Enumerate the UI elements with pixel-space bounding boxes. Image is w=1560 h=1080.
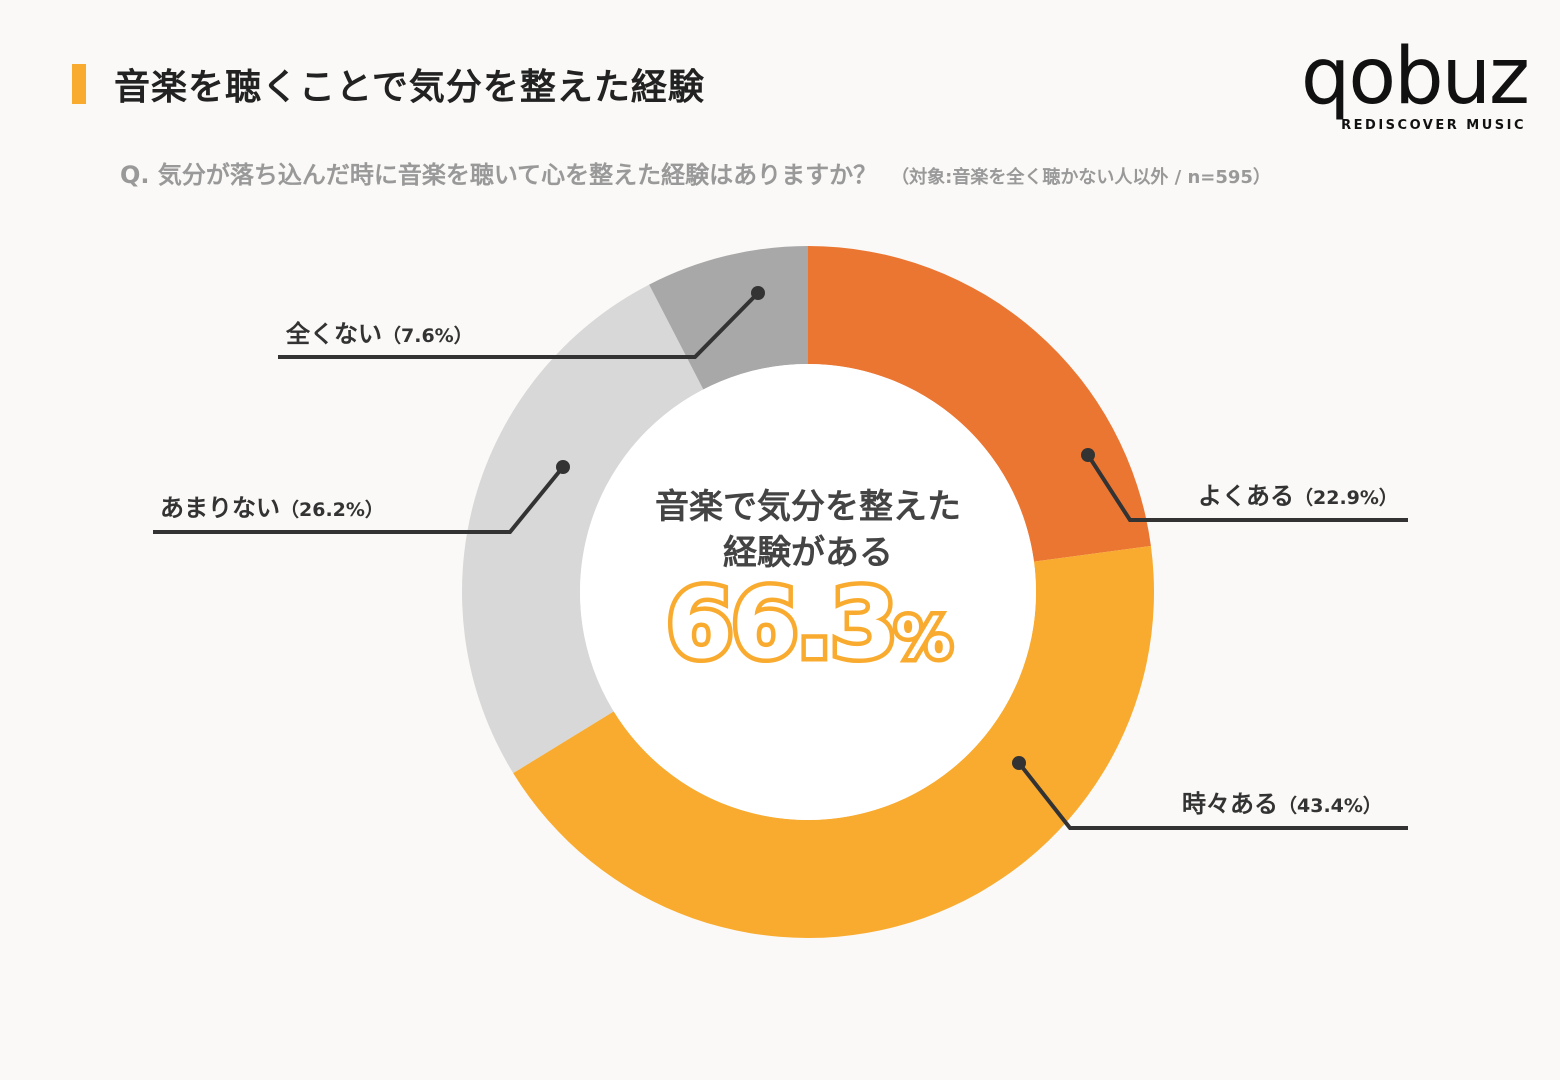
value-label: （26.2%） [280, 499, 384, 521]
center-number: 66.3 [662, 568, 902, 680]
label-amari-nai: あまりない（26.2%） [160, 488, 384, 523]
leader-dot-mattaku-nai [751, 286, 765, 300]
donut-slice-yoku-aru [808, 246, 1151, 562]
question-text: Q. 気分が落ち込んだ時に音楽を聴いて心を整えた経験はありますか？ （対象:音楽を… [120, 155, 1271, 190]
label-mattaku-nai: 全くない（7.6%） [286, 314, 473, 349]
center-value: 66.3% [608, 572, 1008, 677]
category-label: 時々ある [1182, 790, 1278, 818]
center-unit: % [891, 606, 956, 671]
logo-wordmark: qobuz [1300, 32, 1530, 122]
leader-dot-tokidoki-aru [1012, 756, 1026, 770]
center-line2: 経験がある [723, 533, 893, 573]
qobuz-logo: qobuz REDISCOVER MUSIC [1284, 38, 1530, 136]
category-label: 全くない [286, 320, 382, 348]
target-note: （対象:音楽を全く聴かない人以外 / n=595） [891, 167, 1271, 188]
question-label: Q. 気分が落ち込んだ時に音楽を聴いて心を整えた経験はありますか？ [120, 161, 878, 189]
label-tokidoki-aru: 時々ある（43.4%） [1182, 784, 1382, 819]
page-title: 音楽を聴くことで気分を整えた経験 [114, 67, 705, 108]
title-accent-bar [72, 64, 86, 104]
leader-dot-yoku-aru [1081, 448, 1095, 462]
donut-slice-amari-nai [461, 284, 704, 774]
value-label: （22.9%） [1294, 487, 1398, 509]
center-line1: 音楽で気分を整えた [655, 487, 961, 527]
leader-line-tokidoki-aru [1017, 761, 1408, 830]
value-label: （7.6%） [382, 325, 473, 347]
donut-slice-tokidoki-aru [513, 545, 1154, 938]
leader-dot-amari-nai [556, 460, 570, 474]
donut-slice-mattaku-nai [649, 246, 808, 390]
leader-line-yoku-aru [1086, 453, 1408, 522]
logo-tagline: REDISCOVER MUSIC [1341, 118, 1526, 133]
value-label: （43.4%） [1278, 795, 1382, 817]
center-caption: 音楽で気分を整えた 経験がある [608, 484, 1008, 576]
category-label: あまりない [160, 494, 280, 522]
leader-line-mattaku-nai [278, 291, 760, 359]
leader-line-amari-nai [153, 465, 565, 534]
donut-hole [580, 364, 1036, 820]
category-label: よくある [1198, 482, 1294, 510]
label-yoku-aru: よくある（22.9%） [1198, 476, 1398, 511]
